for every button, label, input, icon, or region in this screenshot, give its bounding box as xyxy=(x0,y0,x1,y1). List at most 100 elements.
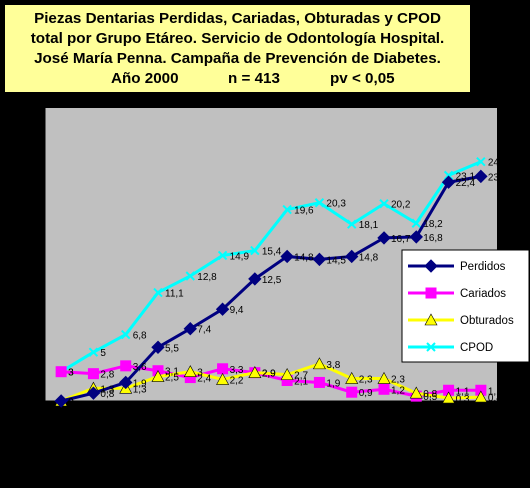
data-label-cpod: 11,1 xyxy=(165,289,184,300)
data-label-cariados: 3,3 xyxy=(230,365,244,376)
data-label-cariados: 3 xyxy=(68,368,74,379)
series-line-cpod xyxy=(60,160,482,373)
y-tick-label: 25 xyxy=(24,150,38,164)
chart-title: Piezas Dentarias Perdidas, Cariadas, Obt… xyxy=(4,4,471,93)
data-point-cpod xyxy=(250,245,260,256)
data-label-obturados: 3 xyxy=(197,368,203,379)
legend-swatch-marker xyxy=(424,313,438,326)
data-label-cpod: 20,3 xyxy=(326,199,346,210)
data-point-obturados xyxy=(312,357,326,370)
data-point-cpod xyxy=(314,198,325,208)
data-point-perdidos xyxy=(474,169,488,184)
legend-swatch-marker xyxy=(425,287,437,299)
data-label-perdidos: 14,8 xyxy=(359,252,379,263)
series-cpod xyxy=(56,157,486,377)
data-label-obturados: 1,3 xyxy=(133,384,147,395)
data-point-perdidos xyxy=(86,386,101,400)
legend-item-perdidos: Perdidos xyxy=(408,259,506,273)
data-label-cariados: 0,5 xyxy=(423,392,437,403)
y-tick-label: 30 xyxy=(24,101,38,115)
title-pv: pv < 0,05 xyxy=(330,69,395,87)
data-point-cariados xyxy=(378,383,390,395)
data-point-obturados xyxy=(183,365,197,378)
title-line-2: total por Grupo Etáreo. Servicio de Odon… xyxy=(30,29,445,47)
data-label-cariados: 2,8 xyxy=(100,370,114,381)
data-point-obturados xyxy=(345,371,359,384)
data-label-obturados: 0,4 xyxy=(488,393,502,404)
data-point-cpod xyxy=(411,218,421,228)
data-label-cariados: 2,4 xyxy=(197,374,211,385)
data-label-perdidos: 7,4 xyxy=(197,325,211,336)
data-label-perdidos: 22,4 xyxy=(456,178,476,189)
data-point-cariados xyxy=(217,363,229,375)
legend-item-cariados: Cariados xyxy=(408,287,506,300)
data-label-cariados: 1,9 xyxy=(326,378,340,389)
data-point-perdidos xyxy=(377,231,391,245)
legend-label: Cariados xyxy=(460,288,506,300)
data-label-cariados: 2,1 xyxy=(294,376,308,387)
title-year: Año 2000 xyxy=(111,69,179,87)
data-label-perdidos: 0 xyxy=(68,397,74,408)
data-label-obturados: 0,8 xyxy=(423,389,437,400)
y-tick-label: 10 xyxy=(24,296,38,310)
data-point-perdidos xyxy=(215,302,230,316)
title-n: n = 413 xyxy=(228,69,280,87)
data-label-perdidos: 1,9 xyxy=(133,378,147,389)
data-point-cpod xyxy=(443,170,454,181)
data-point-perdidos xyxy=(119,375,133,390)
title-line-3: José María Penna. Campaña de Prevención … xyxy=(34,49,441,67)
data-labels: 0 0,8 1,9 5,5 7,4 9,4 12,5 14,8 14,5 14,8 16,7 16,8… xyxy=(68,158,508,408)
data-label-perdidos: 5,5 xyxy=(165,343,179,354)
data-point-cpod xyxy=(379,199,389,209)
data-label-perdidos: 16,7 xyxy=(391,234,411,245)
data-point-cariados xyxy=(120,360,132,372)
data-label-obturados: 1,3 xyxy=(100,384,114,395)
y-tick-label: 5 xyxy=(30,345,37,359)
legend-box xyxy=(401,249,530,363)
legend-swatch-marker xyxy=(424,259,438,273)
data-point-cpod xyxy=(88,347,99,357)
data-label-perdidos: 23 xyxy=(488,172,500,183)
data-label-obturados: 0 xyxy=(68,397,74,408)
data-label-obturados: 2,7 xyxy=(294,371,308,382)
data-point-cpod xyxy=(153,287,163,298)
title-line-4: Año 2000 n = 413 pv < 0,05 xyxy=(5,69,470,89)
data-point-perdidos xyxy=(409,230,423,244)
data-point-cariados xyxy=(55,366,67,378)
data-point-obturados xyxy=(248,366,262,378)
legend-label: CPOD xyxy=(460,342,493,354)
legend-label: Perdidos xyxy=(460,261,506,273)
data-label-cpod: 6,8 xyxy=(133,331,147,342)
y-tick-label: 15 xyxy=(24,248,38,262)
data-label-obturados: 2,5 xyxy=(165,373,179,384)
data-point-cariados xyxy=(313,376,325,388)
data-label-cariados: 1,1 xyxy=(488,386,502,397)
y-tick-label: 20 xyxy=(24,199,38,213)
data-point-perdidos xyxy=(312,252,327,267)
data-point-cpod xyxy=(121,329,131,340)
data-point-perdidos xyxy=(280,249,294,264)
data-point-perdidos xyxy=(441,175,456,189)
data-label-cpod: 18,2 xyxy=(423,219,443,230)
legend-label: Obturados xyxy=(460,315,514,327)
legend-swatch-marker xyxy=(426,342,436,352)
y-tick-label: 0 xyxy=(30,394,37,408)
data-label-perdidos: 12,5 xyxy=(262,275,282,286)
series-line-obturados xyxy=(60,362,481,403)
data-point-obturados xyxy=(474,390,488,403)
data-point-cpod xyxy=(347,219,357,229)
data-label-cpod: 3 xyxy=(68,368,74,379)
data-point-perdidos xyxy=(54,394,68,408)
data-label-cariados: 1,2 xyxy=(391,385,405,396)
data-point-perdidos xyxy=(248,272,262,286)
data-label-cariados: 3,6 xyxy=(133,362,147,373)
data-label-cariados: 2,9 xyxy=(262,369,276,380)
data-label-perdidos: 14,5 xyxy=(326,255,346,266)
data-point-cariados xyxy=(87,368,99,380)
data-label-cpod: 5 xyxy=(100,348,106,359)
data-label-obturados: 3,8 xyxy=(326,360,340,371)
data-label-cariados: 1,1 xyxy=(456,386,470,397)
data-label-perdidos: 14,8 xyxy=(294,252,314,263)
data-label-obturados: 2,2 xyxy=(230,376,244,387)
